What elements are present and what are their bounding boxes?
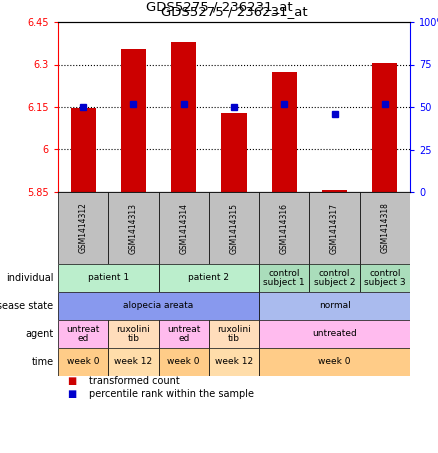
Text: GSM1414316: GSM1414316 bbox=[280, 202, 289, 254]
Text: week 0: week 0 bbox=[318, 357, 351, 366]
Text: week 12: week 12 bbox=[114, 357, 152, 366]
Text: GSM1414315: GSM1414315 bbox=[230, 202, 239, 254]
Text: time: time bbox=[32, 357, 53, 367]
Bar bbox=[209, 320, 259, 348]
Text: alopecia areata: alopecia areata bbox=[124, 302, 194, 310]
Text: control
subject 3: control subject 3 bbox=[364, 269, 406, 287]
Bar bbox=[58, 264, 159, 292]
Bar bbox=[108, 348, 159, 376]
Text: transformed count: transformed count bbox=[88, 376, 180, 386]
Text: ruxolini
tib: ruxolini tib bbox=[117, 325, 150, 343]
Text: normal: normal bbox=[319, 302, 350, 310]
Text: GSM1414318: GSM1414318 bbox=[380, 202, 389, 253]
Bar bbox=[159, 320, 209, 348]
Bar bbox=[360, 192, 410, 264]
Title: GDS5275 / 236231_at: GDS5275 / 236231_at bbox=[161, 5, 307, 18]
Text: patient 2: patient 2 bbox=[188, 274, 230, 283]
Bar bbox=[309, 264, 360, 292]
Bar bbox=[171, 42, 196, 192]
Bar bbox=[222, 113, 247, 192]
Bar bbox=[272, 72, 297, 192]
Bar bbox=[259, 320, 410, 348]
Bar bbox=[58, 348, 108, 376]
Bar bbox=[259, 192, 309, 264]
Text: GDS5275 / 236231_at: GDS5275 / 236231_at bbox=[146, 0, 292, 13]
Text: percentile rank within the sample: percentile rank within the sample bbox=[88, 389, 254, 399]
Text: week 0: week 0 bbox=[67, 357, 99, 366]
Text: untreated: untreated bbox=[312, 329, 357, 338]
Text: disease state: disease state bbox=[0, 301, 53, 311]
Text: ■: ■ bbox=[67, 376, 76, 386]
Text: GSM1414314: GSM1414314 bbox=[179, 202, 188, 254]
Text: week 0: week 0 bbox=[167, 357, 200, 366]
Text: GSM1414312: GSM1414312 bbox=[79, 202, 88, 253]
Bar bbox=[71, 108, 96, 192]
Bar bbox=[121, 49, 146, 192]
Bar bbox=[259, 348, 410, 376]
Bar bbox=[372, 63, 397, 192]
Bar bbox=[259, 292, 410, 320]
Bar bbox=[159, 192, 209, 264]
Text: control
subject 1: control subject 1 bbox=[264, 269, 305, 287]
Bar bbox=[108, 192, 159, 264]
Bar bbox=[322, 190, 347, 192]
Bar bbox=[209, 192, 259, 264]
Text: GSM1414313: GSM1414313 bbox=[129, 202, 138, 254]
Bar bbox=[159, 348, 209, 376]
Bar bbox=[360, 264, 410, 292]
Text: patient 1: patient 1 bbox=[88, 274, 129, 283]
Bar bbox=[159, 264, 259, 292]
Text: control
subject 2: control subject 2 bbox=[314, 269, 355, 287]
Bar bbox=[58, 192, 108, 264]
Text: agent: agent bbox=[25, 329, 53, 339]
Text: ruxolini
tib: ruxolini tib bbox=[217, 325, 251, 343]
Text: untreat
ed: untreat ed bbox=[167, 325, 201, 343]
Bar bbox=[108, 320, 159, 348]
Text: week 12: week 12 bbox=[215, 357, 253, 366]
Text: untreat
ed: untreat ed bbox=[67, 325, 100, 343]
Bar bbox=[309, 192, 360, 264]
Text: GSM1414317: GSM1414317 bbox=[330, 202, 339, 254]
Bar bbox=[58, 320, 108, 348]
Bar bbox=[259, 264, 309, 292]
Bar bbox=[58, 292, 259, 320]
Text: individual: individual bbox=[6, 273, 53, 283]
Bar bbox=[209, 348, 259, 376]
Text: ■: ■ bbox=[67, 389, 76, 399]
